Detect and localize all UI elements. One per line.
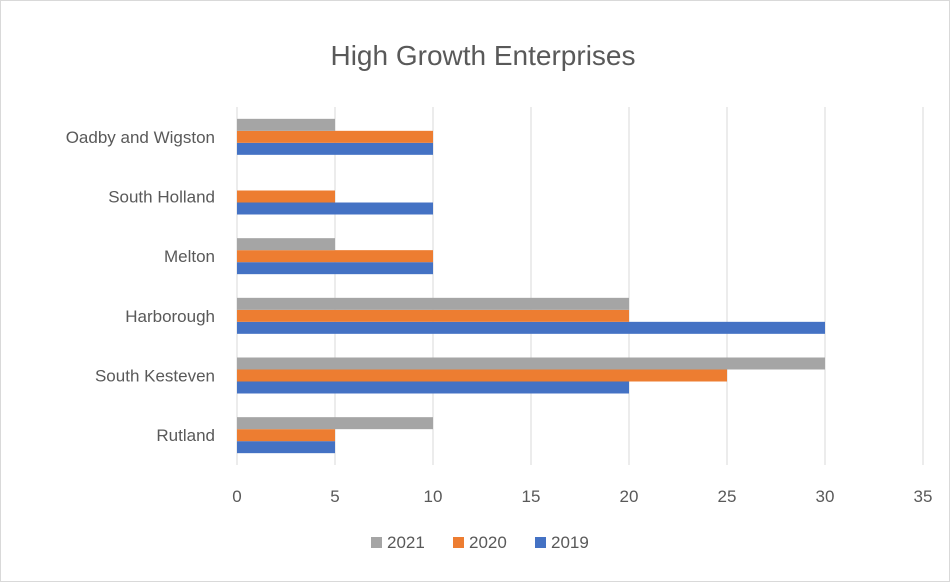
bar-2020-harborough — [237, 309, 629, 322]
bar-2019-south-kesteven — [237, 381, 629, 394]
legend-label-2019: 2019 — [551, 533, 589, 552]
legend-swatch-2021 — [371, 537, 382, 548]
x-tick-label-2: 10 — [424, 487, 443, 506]
bar-2021-melton — [237, 238, 335, 251]
chart-title: High Growth Enterprises — [330, 40, 635, 71]
bar-2021-rutland — [237, 417, 433, 430]
y-tick-label-oadby-and-wigston: Oadby and Wigston — [66, 128, 215, 147]
x-tick-label-6: 30 — [816, 487, 835, 506]
bar-2019-rutland — [237, 441, 335, 454]
bar-2020-oadby-and-wigston — [237, 130, 433, 143]
legend-swatch-2020 — [453, 537, 464, 548]
y-tick-label-melton: Melton — [164, 247, 215, 266]
bar-2021-south-kesteven — [237, 357, 825, 370]
bar-2020-south-kesteven — [237, 369, 727, 382]
legend-swatch-2019 — [535, 537, 546, 548]
bar-2020-rutland — [237, 429, 335, 442]
y-tick-label-south-holland: South Holland — [108, 188, 215, 207]
bar-2019-oadby-and-wigston — [237, 142, 433, 155]
x-tick-label-4: 20 — [620, 487, 639, 506]
x-tick-label-5: 25 — [718, 487, 737, 506]
bar-2019-harborough — [237, 321, 825, 334]
bars — [237, 118, 825, 454]
gridlines — [236, 107, 924, 465]
y-tick-label-harborough: Harborough — [125, 307, 215, 326]
legend-label-2021: 2021 — [387, 533, 425, 552]
y-tick-label-south-kesteven: South Kesteven — [95, 367, 215, 386]
axes: 0 5 10 15 20 25 30 35 Rutland South Kesteven Harbo… — [66, 128, 933, 506]
x-tick-label-1: 5 — [330, 487, 339, 506]
bar-2019-melton — [237, 262, 433, 275]
bar-2021-harborough — [237, 297, 629, 310]
x-tick-label-7: 35 — [914, 487, 933, 506]
bar-2020-south-holland — [237, 190, 335, 203]
x-tick-label-0: 0 — [232, 487, 241, 506]
bar-2021-oadby-and-wigston — [237, 118, 335, 131]
legend-label-2020: 2020 — [469, 533, 507, 552]
legend: 2021 2020 2019 — [371, 533, 589, 552]
x-tick-label-3: 15 — [522, 487, 541, 506]
bar-2019-south-holland — [237, 202, 433, 215]
bar-2020-melton — [237, 250, 433, 263]
y-tick-label-rutland: Rutland — [156, 426, 215, 445]
